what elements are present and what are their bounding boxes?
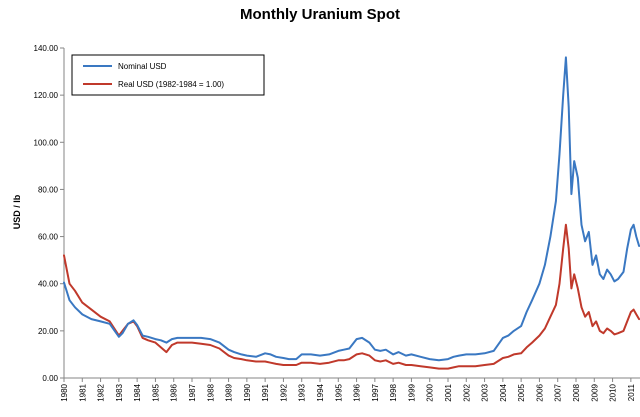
x-tick-label: 1987 <box>188 383 197 401</box>
y-tick-label: 20.00 <box>38 327 59 336</box>
x-tick-label: 1997 <box>371 383 380 401</box>
series-line-real <box>63 223 640 370</box>
x-tick-label: 1998 <box>389 383 398 401</box>
series-line-nominal <box>63 56 640 362</box>
x-tick-label: 1993 <box>298 383 307 401</box>
y-tick-label: 0.00 <box>42 374 58 383</box>
x-tick-label: 2004 <box>499 383 508 401</box>
y-tick-labels: 0.00 20.00 40.00 60.00 80.00 100.00 120.00 140.… <box>34 44 59 383</box>
x-tick-label: 1989 <box>225 383 234 401</box>
x-tick-label: 2001 <box>444 383 453 401</box>
x-tick-label: 2000 <box>426 383 435 401</box>
x-tick-label: 1999 <box>407 383 416 401</box>
x-tick-label: 1994 <box>316 383 325 401</box>
x-tick-label: 2002 <box>462 383 471 401</box>
x-tick-labels: 1980 1981 1982 1983 1984 1985 1986 1987 1988 1989… <box>60 383 636 401</box>
x-tick-label: 1984 <box>133 383 142 401</box>
chart-title: Monthly Uranium Spot <box>240 6 400 23</box>
x-tick-label: 1981 <box>78 383 87 401</box>
x-tick-label: 1986 <box>170 383 179 401</box>
x-tick-label: 1990 <box>243 383 252 401</box>
x-tick-label: 2009 <box>590 383 599 401</box>
series-lines <box>63 56 640 370</box>
x-tick-label: 1983 <box>115 383 124 401</box>
y-tick-label: 80.00 <box>38 185 59 194</box>
legend-box <box>71 54 265 96</box>
y-axis-label: USD / lb <box>12 194 22 229</box>
x-tick-label: 2005 <box>517 383 526 401</box>
x-tick-label: 1980 <box>60 383 69 401</box>
legend-label-nominal: Nominal USD <box>118 62 167 71</box>
x-tick-label: 2010 <box>609 383 618 401</box>
legend-label-real: Real USD (1982-1984 = 1.00) <box>118 80 224 89</box>
y-tick-label: 140.00 <box>34 44 59 53</box>
x-tick-label: 1982 <box>97 383 106 401</box>
y-tick-label: 100.00 <box>34 138 59 147</box>
y-tick-label: 120.00 <box>34 91 59 100</box>
x-tick-label: 1991 <box>261 383 270 401</box>
x-tick-label: 2007 <box>554 383 563 401</box>
x-tick-label: 1985 <box>151 383 160 401</box>
y-tick-label: 60.00 <box>38 233 59 242</box>
x-tick-label: 2011 <box>627 383 636 401</box>
y-tick-label: 40.00 <box>38 280 59 289</box>
x-tick-label: 2003 <box>481 383 490 401</box>
x-tick-label: 1996 <box>353 383 362 401</box>
legend: Nominal USD Real USD (1982-1984 = 1.00) <box>71 54 265 96</box>
x-tick-label: 1995 <box>334 383 343 401</box>
x-tick-label: 2006 <box>535 383 544 401</box>
x-tick-label: 2008 <box>572 383 581 401</box>
axes <box>60 47 640 382</box>
x-tick-label: 1988 <box>206 383 215 401</box>
x-tick-label: 1992 <box>279 383 288 401</box>
